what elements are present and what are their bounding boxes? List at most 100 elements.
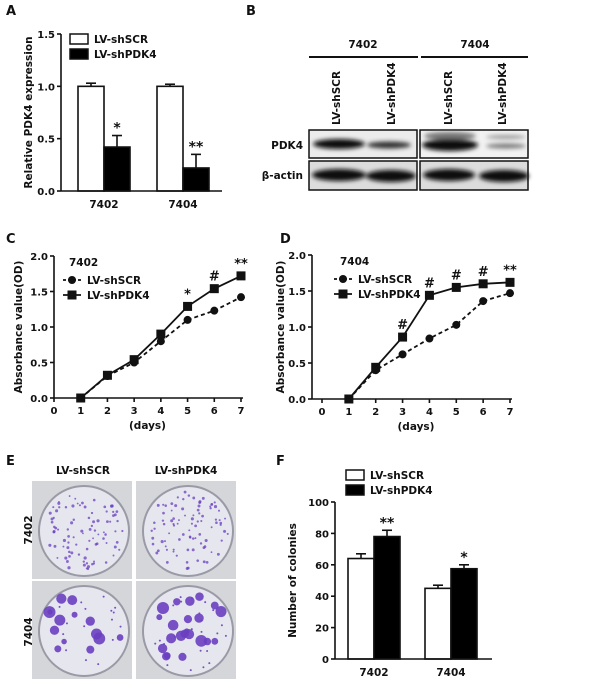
- colony: [199, 542, 203, 545]
- y-tick-label: 2.0: [30, 252, 48, 263]
- colony: [187, 494, 191, 497]
- significance-marker: **: [380, 515, 395, 531]
- colony: [194, 613, 204, 623]
- marker-square: [424, 290, 434, 300]
- colony: [104, 533, 107, 536]
- chart-title: 7402: [69, 257, 98, 269]
- x-axis-label: (days): [129, 420, 166, 432]
- colony: [185, 567, 189, 571]
- colony: [203, 637, 212, 646]
- x-tick-label: 7404: [436, 667, 465, 679]
- colony: [95, 542, 99, 546]
- legend-label: LV-shSCR: [94, 34, 148, 46]
- colony: [181, 533, 185, 536]
- y-tick-label: 1.5: [37, 30, 55, 41]
- colony: [170, 502, 174, 506]
- x-axis-label: (days): [398, 421, 435, 433]
- marker-circle: [156, 337, 165, 346]
- colony: [62, 633, 65, 636]
- marker-square: [102, 370, 112, 380]
- significance-marker: #: [397, 318, 408, 333]
- bar-lv-shpdk4-7404: [450, 567, 478, 660]
- colony: [56, 556, 59, 559]
- colony: [162, 503, 165, 506]
- y-tick-label: 60: [315, 561, 329, 572]
- colony: [84, 659, 87, 662]
- panel-label-a: A: [6, 4, 16, 19]
- colony: [170, 509, 173, 512]
- colony: [119, 625, 122, 628]
- colony: [88, 539, 91, 542]
- legend-swatch: [69, 33, 89, 45]
- significance-marker: #: [451, 268, 462, 283]
- colony: [83, 505, 87, 509]
- colony: [161, 519, 165, 522]
- colony: [156, 503, 160, 507]
- x-tick-label: 0: [51, 406, 58, 417]
- chart-c-growth-7402: 0 1 2 3 4 5 6 7 (days) 0.0 0.5 1.0 1.5 2.0 Absorbance …: [13, 252, 248, 432]
- x-tick-label: 2: [372, 407, 379, 418]
- colony: [165, 560, 169, 564]
- colony: [203, 545, 207, 548]
- colony: [201, 514, 204, 518]
- y-tick-label: 1.0: [30, 323, 48, 334]
- colony: [74, 497, 77, 500]
- colony: [190, 517, 194, 521]
- colony: [163, 540, 167, 543]
- significance-marker: #: [478, 265, 489, 280]
- colony: [168, 532, 171, 535]
- lane-label: LV-shSCR: [443, 71, 455, 125]
- colony: [112, 510, 115, 513]
- colony: [200, 519, 203, 523]
- colony: [219, 523, 222, 526]
- y-tick-label: 20: [315, 624, 329, 635]
- colony: [85, 562, 89, 565]
- y-tick-label: 0: [322, 655, 329, 666]
- colony: [90, 524, 94, 528]
- x-tick-label: 3: [131, 406, 138, 417]
- colony: [102, 531, 105, 534]
- bar-lv-shscr-7404: [424, 587, 452, 660]
- colony: [212, 609, 215, 612]
- x-tick-label: 5: [453, 407, 460, 418]
- colony: [157, 643, 168, 654]
- colony: [176, 522, 179, 525]
- colony: [185, 561, 189, 564]
- colony: [172, 548, 175, 551]
- marker-square: [344, 394, 354, 404]
- x-tick-label: 7404: [168, 199, 197, 211]
- colony: [110, 618, 113, 621]
- colony: [197, 504, 201, 508]
- colony: [65, 622, 68, 625]
- colony: [205, 561, 209, 564]
- colony: [150, 529, 153, 533]
- colony: [178, 519, 180, 522]
- colony: [164, 504, 167, 507]
- marker-square: [209, 284, 219, 294]
- colony: [155, 551, 159, 555]
- y-tick-label: 0.0: [37, 187, 55, 198]
- panel-label-c: C: [6, 232, 16, 247]
- significance-marker: **: [234, 257, 248, 272]
- colony: [194, 524, 197, 528]
- colony: [166, 664, 169, 667]
- colony: [191, 548, 195, 552]
- lane-label: LV-shPDK4: [497, 62, 509, 125]
- colony: [172, 523, 175, 526]
- colony: [111, 638, 114, 641]
- colony: [83, 556, 87, 560]
- x-tick-label: 7402: [359, 667, 388, 679]
- series-line-lv-shscr: [348, 292, 511, 400]
- colony: [104, 561, 108, 564]
- colony: [121, 529, 124, 533]
- colony: [166, 633, 177, 644]
- marker-circle: [398, 350, 407, 359]
- y-tick-label: 40: [315, 592, 329, 603]
- colony: [97, 533, 100, 536]
- colony: [112, 554, 115, 557]
- colony: [192, 514, 195, 517]
- colony: [93, 632, 106, 645]
- x-tick-label: 3: [399, 407, 406, 418]
- colony: [53, 525, 56, 529]
